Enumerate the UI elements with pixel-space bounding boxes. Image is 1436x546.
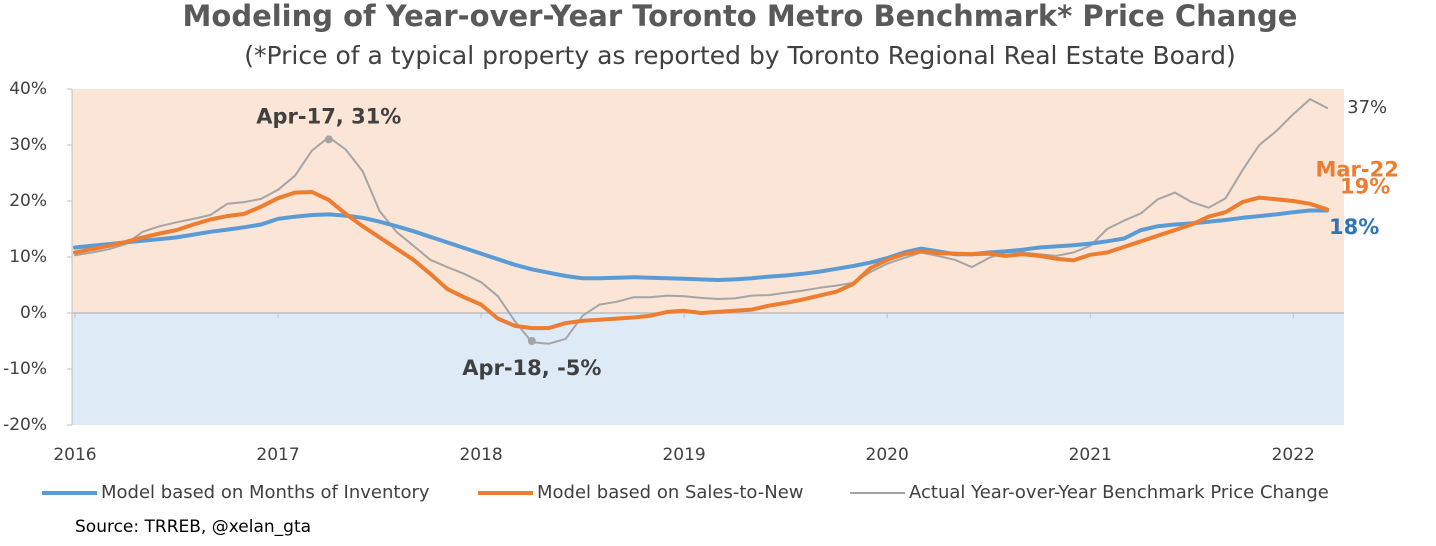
annotation: Apr-17, 31% [256, 104, 401, 128]
y-tick-label: 10% [9, 247, 47, 267]
y-tick-label: 0% [20, 303, 47, 323]
series-line [73, 190, 1330, 331]
source-note: Source: TRREB, @xelan_gta [75, 517, 311, 537]
x-tick-label: 2016 [53, 445, 96, 465]
annotation-point [324, 135, 333, 144]
chart-subtitle: (*Price of a typical property as reporte… [244, 41, 1235, 70]
annotation: 37% [1347, 97, 1387, 118]
negative-region [72, 313, 1344, 425]
y-tick-label: -10% [3, 359, 47, 379]
legend-label: Actual Year-over-Year Benchmark Price Ch… [909, 482, 1329, 503]
positive-region [72, 89, 1344, 313]
annotation: 18% [1329, 215, 1379, 239]
y-tick-label: -20% [3, 415, 47, 435]
x-tick-label: 2019 [662, 445, 705, 465]
y-tick-label: 30% [9, 135, 47, 155]
annotation: Mar-22 [1315, 158, 1398, 182]
y-tick-label: 40% [9, 79, 47, 99]
series-line [73, 208, 1330, 282]
y-tick-label: 20% [9, 191, 47, 211]
legend-label: Model based on Sales-to-New [537, 482, 804, 503]
x-tick-label: 2022 [1272, 445, 1315, 465]
x-tick-label: 2017 [256, 445, 299, 465]
annotation: 19% [1340, 175, 1390, 199]
legend-label: Model based on Months of Inventory [101, 482, 430, 503]
x-tick-label: 2018 [459, 445, 502, 465]
series-line [74, 98, 1329, 345]
annotation-point [527, 337, 536, 345]
annotation: Apr-18, -5% [462, 356, 601, 380]
chart-title: Modeling of Year-over-Year Toronto Metro… [183, 0, 1298, 33]
x-tick-label: 2020 [866, 445, 909, 465]
x-tick-label: 2021 [1069, 445, 1112, 465]
